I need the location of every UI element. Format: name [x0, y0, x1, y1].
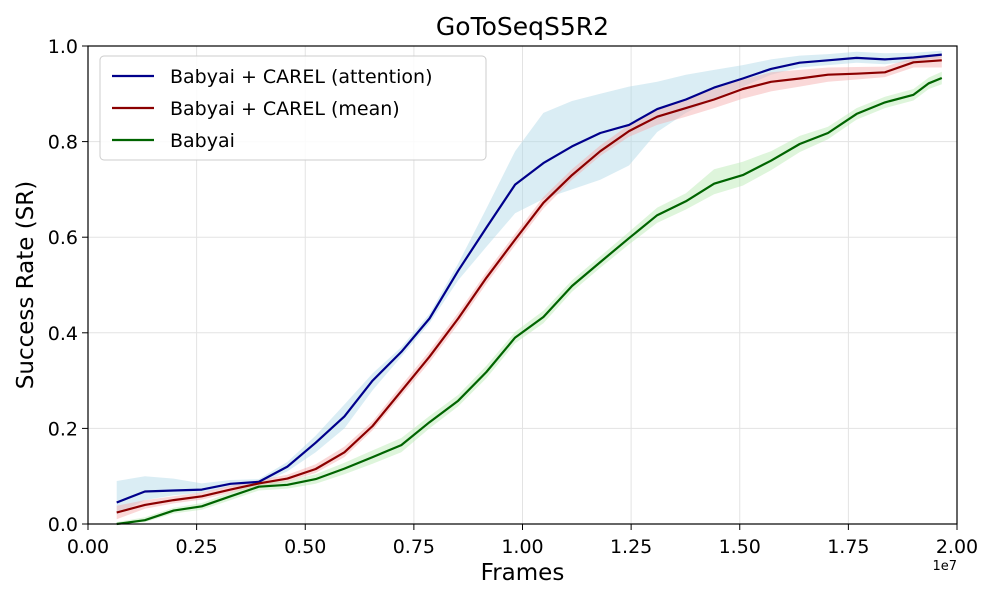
x-tick-label: 0.00	[67, 536, 109, 558]
legend-label-1: Babyai + CAREL (mean)	[170, 98, 400, 120]
y-tick-label: 0.4	[48, 323, 78, 345]
x-tick-label: 0.25	[175, 536, 217, 558]
x-tick-label: 1.00	[501, 536, 543, 558]
x-tick-label: 0.50	[284, 536, 326, 558]
x-tick-label: 1.75	[827, 536, 869, 558]
x-tick-label: 2.00	[936, 536, 978, 558]
y-tick-label: 0.0	[48, 514, 78, 536]
y-tick-label: 0.8	[48, 132, 78, 154]
x-tick-label: 0.75	[393, 536, 435, 558]
x-axis-offset-label: 1e7	[932, 559, 957, 574]
y-tick-label: 1.0	[48, 36, 78, 58]
axis-ticks: 0.00 0.25 0.50 0.75 1.00 1.25 1.50 1.75 2.00 0.0 0…	[48, 36, 978, 558]
confidence-bands	[116, 50, 942, 525]
series-line-0	[116, 53, 942, 504]
legend: Babyai + CAREL (attention) Babyai + CAREL…	[99, 55, 487, 161]
y-axis-label: Success Rate (SR)	[13, 181, 39, 389]
confidence-band-series-0	[116, 50, 942, 515]
legend-label-0: Babyai + CAREL (attention)	[170, 66, 433, 88]
legend-label-2: Babyai	[170, 130, 235, 152]
series-line-1	[116, 59, 942, 514]
chart-title: GoToSeqS5R2	[436, 12, 609, 41]
y-tick-label: 0.2	[48, 418, 78, 440]
series-lines	[116, 53, 943, 526]
legend-box	[99, 55, 487, 161]
confidence-band-series-2	[116, 71, 942, 525]
x-axis-label: Frames	[481, 560, 565, 586]
series-line-2	[116, 76, 943, 526]
x-tick-label: 1.50	[719, 536, 761, 558]
x-tick-label: 1.25	[610, 536, 652, 558]
y-tick-label: 0.6	[48, 227, 78, 249]
